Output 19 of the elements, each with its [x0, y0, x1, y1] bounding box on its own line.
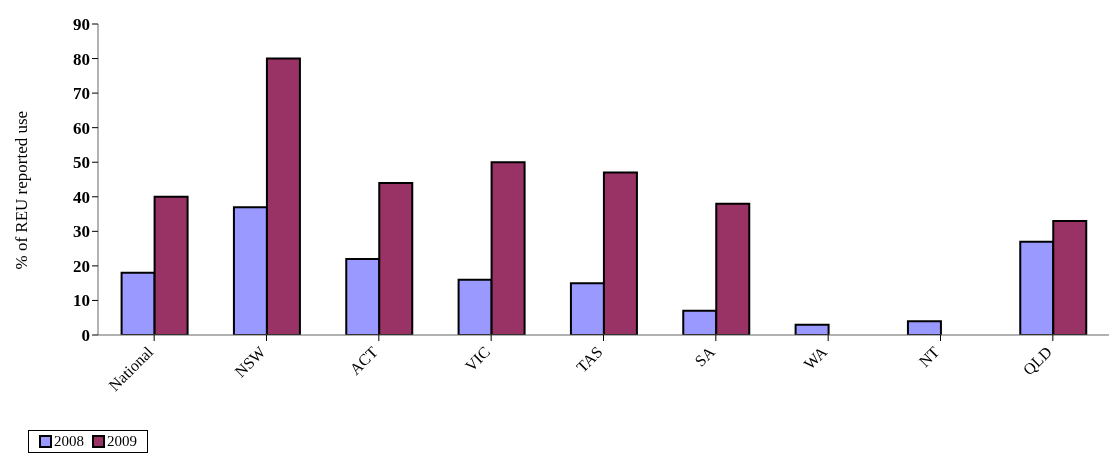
x-tick-label: TAS [573, 343, 606, 376]
x-tick-label: VIC [461, 343, 494, 375]
x-tick-label: WA [800, 342, 831, 373]
y-axis-title: % of REU reported use [12, 110, 32, 270]
y-tick-label: 90 [73, 15, 90, 35]
y-tick-label: 70 [73, 84, 90, 104]
y-tick-label: 10 [73, 291, 90, 311]
y-tick-label: 20 [73, 256, 90, 276]
y-tick-label: 80 [73, 49, 90, 69]
legend-label: 2008 [53, 433, 84, 450]
y-tick-label: 50 [73, 153, 90, 173]
y-tick-label: 60 [73, 118, 90, 138]
y-tick-label: 0 [81, 326, 90, 346]
x-tick-label: QLD [1019, 343, 1055, 379]
y-tick-label: 30 [73, 222, 90, 242]
x-tick-label: NT [915, 342, 943, 371]
legend-label: 2009 [106, 433, 137, 450]
y-tick-label: 40 [73, 187, 90, 207]
x-tick-label: SA [691, 342, 719, 370]
